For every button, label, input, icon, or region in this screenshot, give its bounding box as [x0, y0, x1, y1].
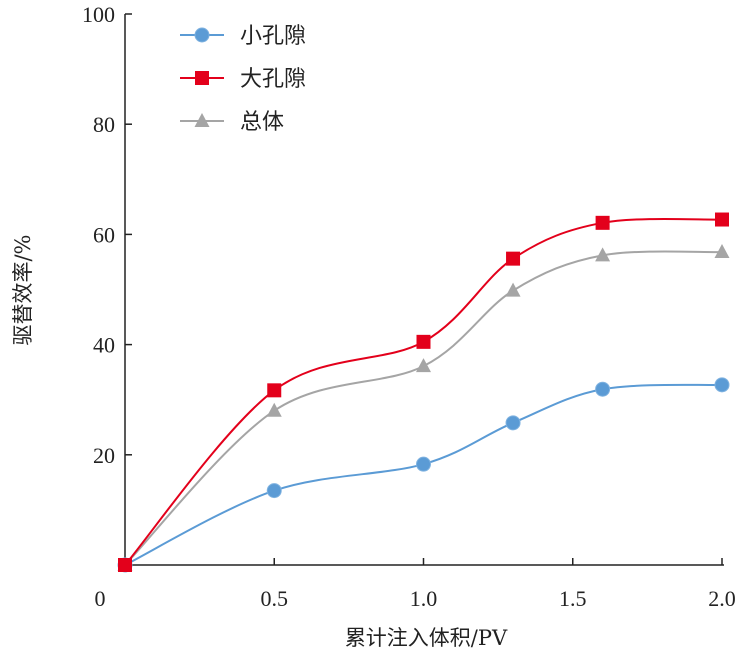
x-tick-label: 1.0: [410, 586, 438, 611]
y-tick-label: 100: [82, 2, 115, 27]
data-point: [595, 381, 611, 397]
y-tick-label: 40: [93, 333, 115, 358]
legend-item: 大孔隙: [180, 67, 306, 92]
series-line: [124, 217, 723, 566]
data-point: [505, 415, 521, 431]
legend-marker: [194, 113, 210, 127]
x-tick-label: 0.5: [261, 586, 289, 611]
legend-label: 总体: [240, 110, 284, 135]
y-axis-title: 驱替效率/%: [11, 234, 35, 345]
legend-item: 总体: [180, 110, 284, 135]
data-point: [266, 402, 282, 417]
x-tick-label: 2.0: [708, 586, 736, 611]
series-triangle: [117, 244, 730, 571]
x-axis-title: 累计注入体积/PV: [345, 626, 508, 650]
y-tick-label: 80: [93, 112, 115, 137]
series-line: [124, 383, 723, 566]
legend-label: 小孔隙: [240, 24, 306, 49]
series-circle: [117, 377, 730, 573]
data-point: [416, 456, 431, 472]
data-point: [715, 212, 729, 227]
y-tick-label: 20: [93, 443, 115, 468]
legend-marker: [195, 71, 209, 85]
series-square: [118, 212, 729, 572]
axes: 0 0.5 1.0 1.5 2.0 20 40 60 80 100: [82, 2, 736, 611]
data-point: [416, 358, 431, 373]
data-point: [118, 558, 132, 572]
x-tick-label: 0: [95, 586, 106, 611]
legend-marker: [194, 27, 210, 43]
legend-label: 大孔隙: [240, 67, 306, 92]
data-point: [416, 334, 431, 349]
y-tick-label: 60: [93, 222, 115, 247]
data-point: [267, 383, 282, 398]
legend-item: 小孔隙: [180, 24, 306, 49]
data-point: [714, 377, 730, 393]
data-point: [505, 282, 521, 297]
data-point: [714, 244, 730, 259]
x-tick-label: 1.5: [559, 586, 587, 611]
series-line: [124, 250, 723, 566]
data-point: [595, 215, 610, 230]
data-point: [595, 247, 611, 262]
data-point: [266, 483, 282, 499]
series-layer: [117, 212, 730, 573]
data-point: [506, 251, 521, 266]
